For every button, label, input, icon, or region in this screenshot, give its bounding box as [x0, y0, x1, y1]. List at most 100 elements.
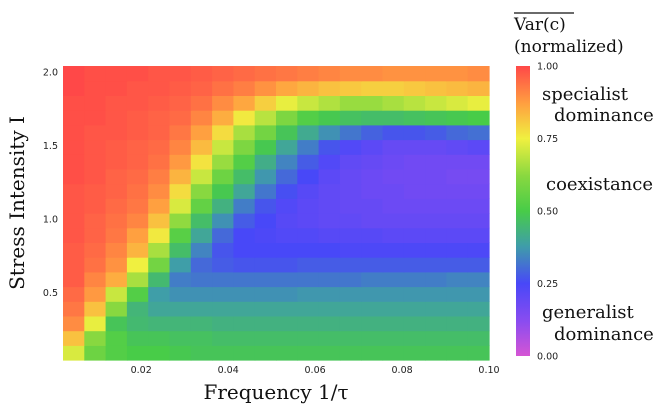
- heatmap-cell: [446, 345, 469, 361]
- heatmap-cell: [467, 242, 490, 258]
- heatmap-cell: [446, 242, 469, 258]
- heatmap-cell: [318, 286, 341, 302]
- heatmap-cell: [467, 271, 490, 288]
- heatmap-cell: [190, 139, 213, 155]
- heatmap-cell: [339, 110, 362, 126]
- heatmap-cell: [63, 301, 85, 317]
- heatmap-cell: [425, 168, 447, 185]
- heatmap-cell: [467, 227, 490, 243]
- heatmap-cell: [84, 257, 107, 273]
- heatmap-cell: [446, 80, 469, 96]
- heatmap-cell: [318, 154, 341, 170]
- heatmap-cell: [297, 301, 320, 317]
- heatmap-cell: [254, 183, 277, 199]
- heatmap-cell: [63, 242, 85, 258]
- heatmap-cell: [446, 139, 469, 155]
- colorbar-ticks: 0.00 0.25 0.50 0.75 1.00: [537, 62, 558, 363]
- heatmap-cell: [403, 315, 426, 332]
- heatmap-cell: [425, 154, 447, 170]
- heatmap-cell: [254, 345, 277, 361]
- heatmap-cell: [105, 213, 128, 229]
- heatmap-cell: [297, 315, 320, 332]
- heatmap-cell: [382, 80, 405, 96]
- heatmap-cell: [361, 110, 384, 126]
- heatmap-cell: [190, 110, 213, 126]
- heatmap-cell: [254, 124, 277, 141]
- heatmap-cell: [126, 95, 149, 111]
- colorbar-gradient: [516, 66, 530, 356]
- heatmap-cell: [318, 257, 341, 273]
- heatmap-cell: [403, 154, 426, 170]
- colorbar-tick-label: 1.00: [537, 62, 558, 73]
- heatmap-cell: [254, 139, 277, 155]
- heatmap-cell: [297, 257, 320, 273]
- annotation-specialist-line2: dominance: [554, 105, 654, 126]
- heatmap-cell: [63, 110, 85, 126]
- heatmap-cell: [318, 315, 341, 332]
- heatmap-cell: [233, 124, 256, 141]
- heatmap-cell: [318, 330, 341, 346]
- heatmap-cell: [126, 345, 149, 361]
- heatmap-cell: [276, 257, 298, 273]
- heatmap-cell: [63, 330, 85, 346]
- heatmap-cell: [297, 95, 320, 111]
- heatmap-cell: [467, 315, 490, 332]
- heatmap-cell: [403, 242, 426, 258]
- heatmap-cell: [84, 271, 107, 288]
- heatmap-cell: [233, 227, 256, 243]
- heatmap-cell: [382, 330, 405, 346]
- heatmap-cell: [212, 95, 234, 111]
- heatmap-cell: [233, 345, 256, 361]
- x-tick-label: 0.02: [131, 365, 152, 376]
- heatmap-cell: [212, 168, 234, 185]
- x-tick-label: 0.08: [392, 365, 413, 376]
- heatmap-cell: [297, 345, 320, 361]
- heatmap-cell: [382, 227, 405, 243]
- heatmap-cell: [361, 286, 384, 302]
- heatmap-cell: [84, 301, 107, 317]
- x-axis-label: Frequency 1/τ: [203, 380, 348, 404]
- heatmap-cell: [276, 213, 298, 229]
- heatmap-cell: [233, 257, 256, 273]
- heatmap-cell: [233, 66, 256, 82]
- heatmap-cell: [403, 345, 426, 361]
- heatmap-cell: [148, 124, 171, 141]
- heatmap-cell: [212, 257, 234, 273]
- heatmap-cell: [382, 183, 405, 199]
- heatmap-cell: [446, 227, 469, 243]
- heatmap-cell: [254, 198, 277, 214]
- heatmap-cell: [382, 154, 405, 170]
- heatmap-cell: [276, 95, 298, 111]
- heatmap-cell: [148, 139, 171, 155]
- heatmap-cell: [126, 330, 149, 346]
- heatmap-cell: [361, 66, 384, 82]
- heatmap-cell: [403, 271, 426, 288]
- colorbar: 0.00 0.25 0.50 0.75 1.00 Var(c) (normalized)…: [513, 12, 654, 363]
- y-tick-label: 0.5: [43, 288, 58, 299]
- heatmap-cell: [254, 330, 277, 346]
- heatmap-cell: [467, 257, 490, 273]
- heatmap-cell: [126, 213, 149, 229]
- heatmap-cell: [297, 66, 320, 82]
- heatmap-cell: [276, 242, 298, 258]
- heatmap-cell: [254, 301, 277, 317]
- heatmap-cell: [339, 227, 362, 243]
- heatmap-cell: [361, 227, 384, 243]
- heatmap-cell: [425, 183, 447, 199]
- heatmap-cell: [84, 315, 107, 332]
- heatmap-cell: [467, 168, 490, 185]
- heatmap-cell: [382, 257, 405, 273]
- heatmap-cell: [105, 271, 128, 288]
- heatmap-cell: [403, 183, 426, 199]
- heatmap-cell: [403, 95, 426, 111]
- heatmap-cell: [425, 213, 447, 229]
- heatmap-cell: [63, 257, 85, 273]
- heatmap-cell: [361, 168, 384, 185]
- heatmap-cell: [276, 227, 298, 243]
- heatmap-cell: [190, 213, 213, 229]
- heatmap-cell: [148, 242, 171, 258]
- heatmap-cell: [382, 213, 405, 229]
- heatmap-cell: [403, 227, 426, 243]
- heatmap-cell: [233, 198, 256, 214]
